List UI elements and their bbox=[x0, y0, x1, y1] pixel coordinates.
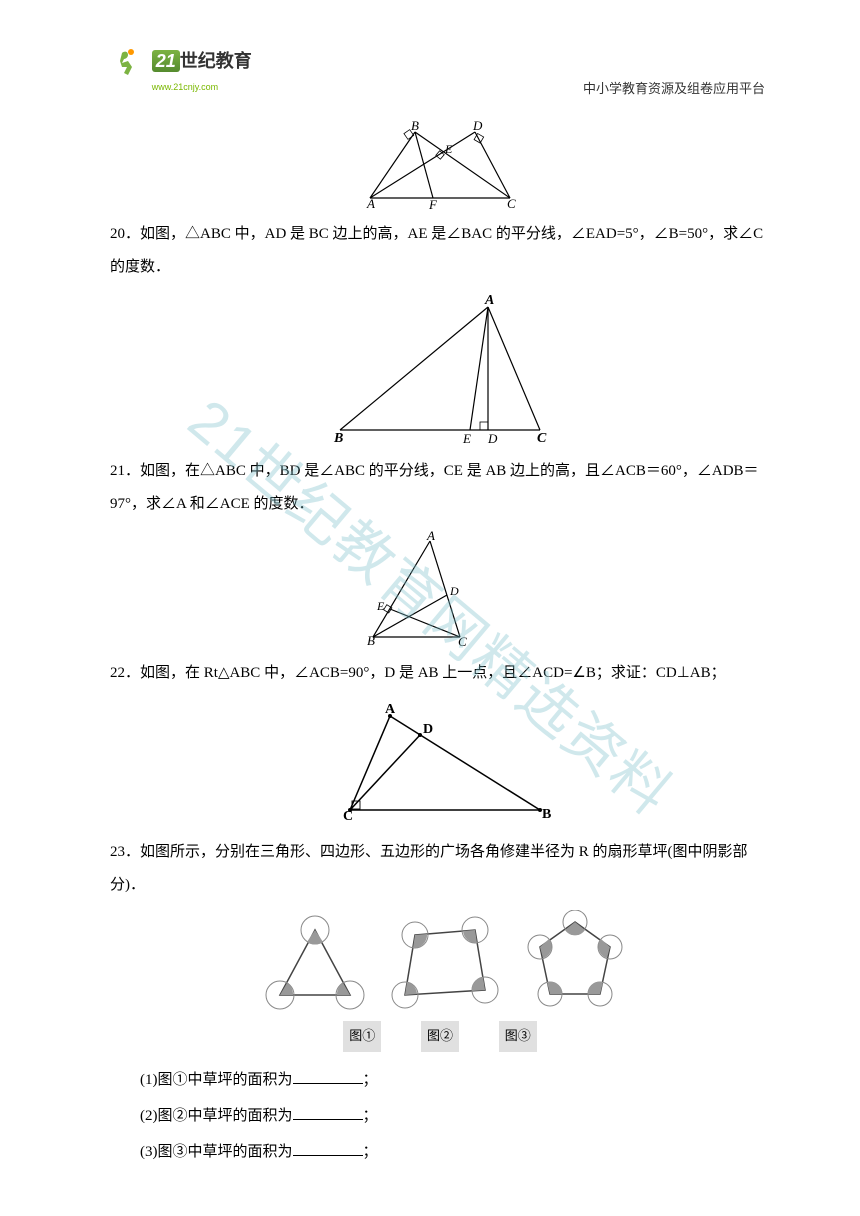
svg-text:E: E bbox=[462, 431, 471, 446]
logo-text-block: 21世纪教育 www.21cnjy.com bbox=[152, 42, 252, 97]
fig-label-3: 图③ bbox=[499, 1021, 537, 1052]
q23-text: 如图所示，分别在三角形、四边形、五边形的广场各角修建半径为 R 的扇形草坪(图中… bbox=[110, 844, 748, 893]
figure-q21: A B C D E bbox=[110, 529, 770, 649]
label-E: E bbox=[444, 142, 453, 156]
fig-label-1: 图① bbox=[343, 1021, 381, 1052]
logo-century-badge: 21 bbox=[152, 50, 180, 72]
q23-sub2-text: (2)图②中草坪的面积为 bbox=[140, 1108, 293, 1124]
svg-text:B: B bbox=[367, 633, 375, 648]
logo: 21世纪教育 www.21cnjy.com bbox=[114, 42, 252, 97]
header-subtitle: 中小学教育资源及组卷应用平台 bbox=[583, 75, 765, 104]
q23-sub1-text: (1)图①中草坪的面积为 bbox=[140, 1072, 293, 1088]
figure-q20: A B C D E bbox=[110, 292, 770, 447]
logo-brand: 世纪教育 bbox=[180, 51, 252, 71]
blank-2 bbox=[293, 1106, 363, 1120]
svg-text:D: D bbox=[487, 431, 498, 446]
q21-number: 21． bbox=[110, 463, 140, 479]
svg-text:B: B bbox=[542, 807, 551, 822]
figure-labels-row: 图① 图② 图③ bbox=[110, 1019, 770, 1054]
logo-main-text: 21世纪教育 bbox=[152, 42, 252, 82]
figure-q22: A B C D bbox=[110, 698, 770, 828]
q21-text: 如图，在△ABC 中，BD 是∠ABC 的平分线，CE 是 AB 边上的高，且∠… bbox=[110, 463, 759, 512]
fig-label-2: 图② bbox=[421, 1021, 459, 1052]
label-D: D bbox=[472, 120, 483, 133]
figure-q23: 图① 图② 图③ bbox=[110, 910, 770, 1054]
svg-text:C: C bbox=[343, 809, 353, 824]
question-23: 23．如图所示，分别在三角形、四边形、五边形的广场各角修建半径为 R 的扇形草坪… bbox=[110, 836, 770, 902]
svg-text:B: B bbox=[333, 431, 343, 446]
content-area: A B C D E F 20．如图，△ABC 中，AD 是 BC 边上的高，AE… bbox=[110, 120, 770, 1170]
q22-text: 如图，在 Rt△ABC 中，∠ACB=90°，D 是 AB 上一点，且∠ACD=… bbox=[140, 665, 726, 681]
svg-text:A: A bbox=[484, 293, 494, 308]
question-21: 21．如图，在△ABC 中，BD 是∠ABC 的平分线，CE 是 AB 边上的高… bbox=[110, 455, 770, 521]
svg-text:A: A bbox=[385, 702, 396, 717]
svg-text:D: D bbox=[423, 722, 433, 737]
label-F: F bbox=[428, 197, 438, 210]
question-22: 22．如图，在 Rt△ABC 中，∠ACB=90°，D 是 AB 上一点，且∠A… bbox=[110, 657, 770, 690]
q20-text: 如图，△ABC 中，AD 是 BC 边上的高，AE 是∠BAC 的平分线，∠EA… bbox=[110, 226, 763, 275]
figure-q19: A B C D E F bbox=[110, 120, 770, 210]
svg-text:C: C bbox=[458, 634, 467, 649]
blank-1 bbox=[293, 1070, 363, 1084]
q23-sub1: (1)图①中草坪的面积为； bbox=[140, 1062, 770, 1098]
label-B: B bbox=[411, 120, 419, 133]
q20-number: 20． bbox=[110, 226, 140, 242]
question-20: 20．如图，△ABC 中，AD 是 BC 边上的高，AE 是∠BAC 的平分线，… bbox=[110, 218, 770, 284]
blank-3 bbox=[293, 1142, 363, 1156]
svg-text:A: A bbox=[426, 529, 435, 543]
label-A: A bbox=[366, 196, 375, 210]
q22-number: 22． bbox=[110, 665, 140, 681]
svg-text:D: D bbox=[449, 584, 459, 598]
label-C: C bbox=[507, 196, 516, 210]
svg-text:C: C bbox=[537, 431, 547, 446]
q23-sub3: (3)图③中草坪的面积为； bbox=[140, 1134, 770, 1170]
q23-sub2: (2)图②中草坪的面积为； bbox=[140, 1098, 770, 1134]
q23-sub3-text: (3)图③中草坪的面积为 bbox=[140, 1144, 293, 1160]
q23-number: 23． bbox=[110, 844, 140, 860]
logo-runner-icon bbox=[114, 47, 144, 92]
svg-text:E: E bbox=[376, 599, 385, 613]
